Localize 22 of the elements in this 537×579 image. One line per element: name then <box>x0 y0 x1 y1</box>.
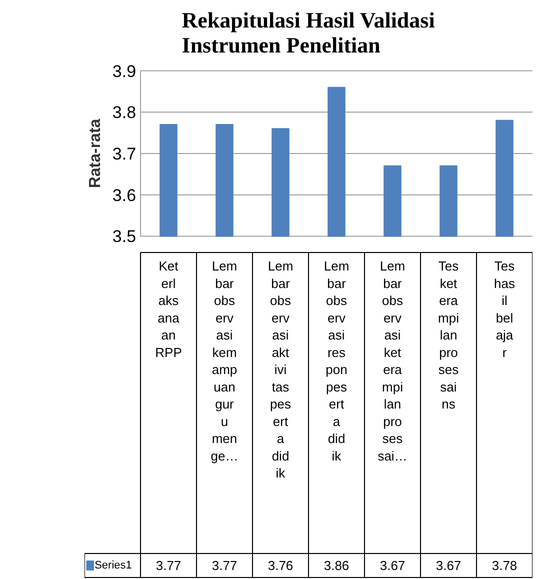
y-tick-label: 3.6 <box>112 186 136 205</box>
category-label: Lembar observasi respon peserta didik <box>324 258 350 464</box>
data-label: 3.78 <box>492 558 518 573</box>
data-label: 3.67 <box>436 558 462 573</box>
category-label: Lembar observasi keterampilan proses sai… <box>378 258 408 464</box>
x-tick-label: Keterlaksanaan RPP <box>155 258 182 360</box>
y-tick-label: 3.7 <box>112 144 136 164</box>
data-label: 3.77 <box>156 558 182 573</box>
y-tick-label: 3.8 <box>112 103 136 122</box>
data-label: 3.67 <box>380 558 406 573</box>
chart-title: Rekapitulasi Hasil Validasi Instrumen Penelitian <box>182 8 435 58</box>
y-axis-title: Rata-rata <box>87 118 104 188</box>
data-label: 3.77 <box>212 558 238 573</box>
y-tick-label: 3.9 <box>112 62 136 81</box>
category-label: Lembar observasi kemampuan guru menge… <box>210 258 238 464</box>
data-label: 3.86 <box>324 558 350 573</box>
x-tick-label: Tes hasil belajar <box>494 258 516 360</box>
legend-label: Series1 <box>94 560 132 572</box>
data-label: 3.76 <box>268 558 294 573</box>
category-label: Lembar observasi aktivitas peserta didik <box>268 258 294 480</box>
y-tick-label: 3.5 <box>112 227 136 246</box>
category-label: Tes keterampilan proses sains <box>438 258 459 412</box>
